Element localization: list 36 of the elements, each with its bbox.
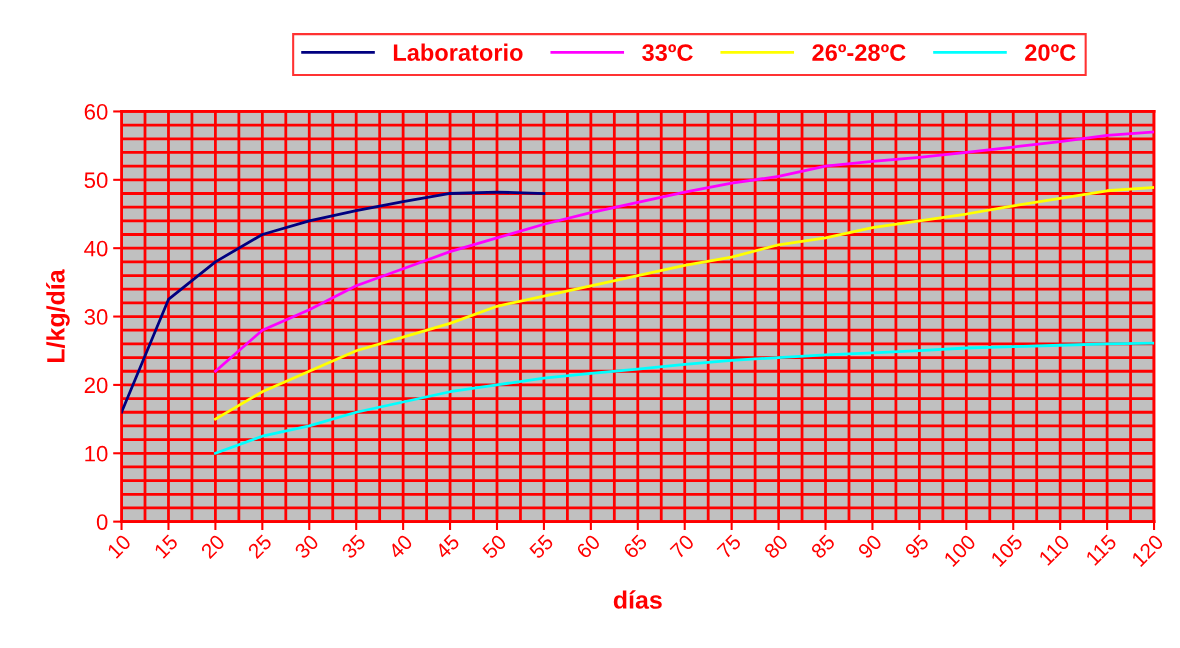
x-tick-label: 55 — [528, 533, 555, 560]
x-tick-label: 95 — [904, 533, 930, 560]
x-axis-title: días — [613, 590, 662, 609]
x-tick-label: 45 — [434, 533, 461, 560]
x-tick-label: 70 — [669, 533, 695, 560]
legend-label: 33ºC — [642, 44, 693, 61]
x-tick-label: 110 — [1038, 533, 1071, 566]
x-tick-label: 100 — [943, 533, 977, 568]
y-tick-label: 50 — [84, 172, 108, 189]
x-tick-label: 75 — [716, 533, 742, 560]
y-tick-label: 20 — [84, 377, 108, 394]
x-tick-label: 10 — [106, 533, 132, 559]
x-tick-label: 85 — [810, 533, 836, 560]
x-tick-label: 25 — [247, 533, 273, 560]
y-tick-label: 30 — [84, 309, 108, 325]
x-tick-label: 120 — [1130, 533, 1165, 568]
x-tick-label: 35 — [340, 533, 367, 560]
y-axis-title: L/kg/día — [46, 269, 70, 363]
x-tick-label: 80 — [763, 533, 789, 560]
y-tick-label: 10 — [85, 445, 108, 462]
y-tick-label: 40 — [84, 240, 108, 257]
y-tick-label: 60 — [84, 103, 108, 120]
legend-label: Laboratorio — [393, 43, 523, 61]
x-tick-label: 30 — [293, 533, 320, 560]
x-tick-label: 115 — [1085, 533, 1118, 566]
legend-label: 20ºC — [1025, 44, 1076, 61]
x-tick-label: 60 — [575, 533, 602, 560]
x-tick-label: 15 — [153, 533, 179, 559]
legend-label: 26º-28ºC — [812, 44, 906, 61]
x-tick-label: 50 — [481, 533, 508, 560]
x-tick-label: 40 — [387, 533, 414, 560]
x-tick-label: 90 — [857, 533, 883, 560]
x-tick-label: 105 — [990, 533, 1024, 568]
y-tick-label: 0 — [96, 514, 108, 530]
x-tick-label: 65 — [622, 533, 648, 560]
x-tick-label: 20 — [200, 533, 226, 560]
